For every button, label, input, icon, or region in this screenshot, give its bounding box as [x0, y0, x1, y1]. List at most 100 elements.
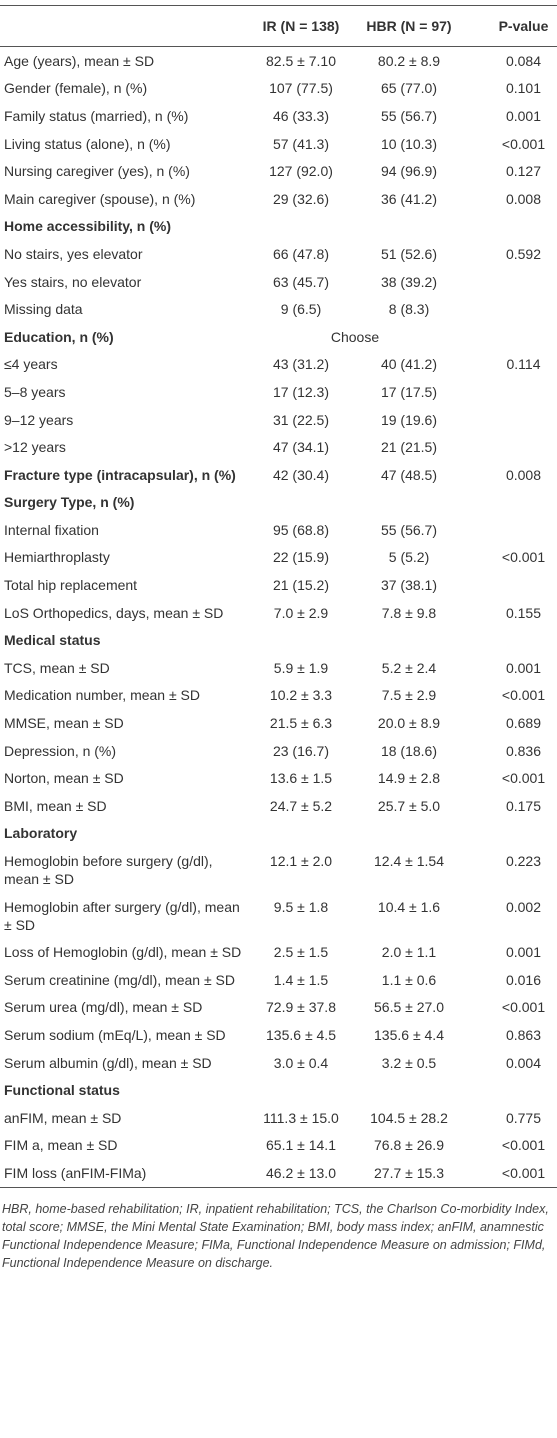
row-label: TCS, mean ± SD	[4, 659, 110, 676]
p-cell: <0.001	[501, 549, 546, 566]
hbr-cell: 40 (41.2)	[380, 356, 438, 373]
ir-cell: 2.5 ± 1.5	[273, 944, 329, 961]
row-label: No stairs, yes elevator	[4, 245, 143, 262]
ir-cell: 9 (6.5)	[280, 301, 322, 318]
row-label: ≤4 years	[4, 356, 58, 373]
section-row: Functional status	[0, 1076, 557, 1104]
ir-cell: 82.5 ± 7.10	[266, 52, 336, 69]
ir-cell: 66 (47.8)	[272, 245, 330, 262]
section-row: Laboratory	[0, 820, 557, 848]
hbr-cell: 51 (52.6)	[380, 245, 438, 262]
ir-cell: 21 (15.2)	[272, 577, 330, 594]
p-cell: 0.001	[505, 659, 542, 676]
header-cell: P-value	[462, 5, 557, 47]
p-cell: 0.101	[505, 80, 542, 97]
row-label: Nursing caregiver (yes), n (%)	[4, 163, 190, 180]
p-cell: 0.016	[505, 971, 542, 988]
ir-cell: 17 (12.3)	[272, 383, 330, 400]
ir-cell: 47 (34.1)	[272, 439, 330, 456]
row-label: Missing data	[4, 301, 83, 318]
row-label: FIM loss (anFIM-FIMa)	[4, 1164, 147, 1181]
p-cell: 0.002	[505, 898, 542, 915]
hbr-cell: 76.8 ± 26.9	[374, 1137, 444, 1154]
ir-cell: 12.1 ± 2.0	[269, 853, 333, 870]
row-label: Functional status	[4, 1082, 120, 1099]
header-row: IR (N = 138) HBR (N = 97) P-value	[0, 5, 557, 47]
data-row: Serum albumin (g/dl), mean ± SD 3.0 ± 0.4…	[0, 1049, 557, 1077]
row-label: Total hip replacement	[4, 577, 138, 594]
data-row: Yes stairs, no elevator 63 (45.7) 38 (39.2…	[0, 268, 557, 296]
hbr-cell: 27.7 ± 15.3	[374, 1164, 444, 1181]
data-row: LoS Orthopedics, days, mean ± SD 7.0 ± 2.…	[0, 599, 557, 627]
ir-cell: 42 (30.4)	[272, 466, 330, 483]
row-label: 5–8 years	[4, 383, 66, 400]
hbr-cell: 7.5 ± 2.9	[381, 687, 437, 704]
row-label: Hemoglobin before surgery (g/dl), mean ±…	[4, 853, 213, 888]
p-cell: 0.592	[505, 245, 542, 262]
hbr-cell: 25.7 ± 5.0	[377, 797, 441, 814]
hbr-cell: 94 (96.9)	[380, 163, 438, 180]
p-cell: 0.863	[505, 1026, 542, 1043]
row-label: Family status (married), n (%)	[4, 107, 189, 124]
ir-cell: 9.5 ± 1.8	[273, 898, 329, 915]
data-row: TCS, mean ± SD 5.9 ± 1.9 5.2 ± 2.4 0.001	[0, 654, 557, 682]
ir-cell: 65.1 ± 14.1	[266, 1137, 336, 1154]
data-row: 9–12 years 31 (22.5) 19 (19.6)	[0, 406, 557, 434]
data-row: BMI, mean ± SD 24.7 ± 5.2 25.7 ± 5.0 0.175	[0, 792, 557, 820]
row-label: Home accessibility, n (%)	[4, 218, 172, 235]
data-row: Medication number, mean ± SD 10.2 ± 3.3 7.…	[0, 682, 557, 710]
ir-cell: 23 (16.7)	[272, 742, 330, 759]
hbr-cell: 10.4 ± 1.6	[377, 898, 441, 915]
p-cell: 0.001	[505, 944, 542, 961]
data-row: MMSE, mean ± SD 21.5 ± 6.3 20.0 ± 8.9 0.689	[0, 709, 557, 737]
ir-cell: 127 (92.0)	[269, 163, 333, 180]
ir-cell: 57 (41.3)	[272, 135, 330, 152]
header-cell	[0, 5, 246, 47]
p-cell	[462, 489, 557, 517]
p-cell: 0.001	[505, 107, 542, 124]
data-row: Hemoglobin after surgery (g/dl), mean ± …	[0, 893, 557, 939]
header-cell: HBR (N = 97)	[354, 5, 462, 47]
section-row: Home accessibility, n (%)	[0, 213, 557, 241]
data-row: Norton, mean ± SD 13.6 ± 1.5 14.9 ± 2.8 <0.…	[0, 764, 557, 792]
data-row: Total hip replacement 21 (15.2) 37 (38.1)	[0, 571, 557, 599]
row-label: Yes stairs, no elevator	[4, 273, 142, 290]
p-cell	[462, 626, 557, 654]
data-row: Internal fixation 95 (68.8) 55 (56.7)	[0, 516, 557, 544]
ir-cell: 3.0 ± 0.4	[273, 1054, 329, 1071]
p-cell: 0.223	[505, 853, 542, 870]
ir-cell	[246, 489, 354, 517]
hbr-cell: 5.2 ± 2.4	[381, 659, 437, 676]
p-cell	[462, 378, 557, 406]
hbr-cell: 56.5 ± 27.0	[374, 999, 444, 1016]
data-row: No stairs, yes elevator 66 (47.8) 51 (52.6…	[0, 240, 557, 268]
row-label: FIM a, mean ± SD	[4, 1137, 118, 1154]
ir-cell: 107 (77.5)	[269, 80, 333, 97]
p-cell: 0.084	[505, 52, 542, 69]
row-label: LoS Orthopedics, days, mean ± SD	[4, 604, 224, 621]
hbr-cell: 20.0 ± 8.9	[377, 715, 441, 732]
hbr-cell	[354, 213, 462, 241]
ir-cell: 95 (68.8)	[272, 521, 330, 538]
p-cell: 0.008	[505, 466, 542, 483]
row-label: Loss of Hemoglobin (g/dl), mean ± SD	[4, 944, 242, 961]
row-label: Medical status	[4, 632, 101, 649]
ir-cell: 10.2 ± 3.3	[269, 687, 333, 704]
hbr-cell: 80.2 ± 8.9	[377, 52, 441, 69]
row-label: Laboratory	[4, 825, 78, 842]
ir-cell: 29 (32.6)	[272, 190, 330, 207]
ir-cell: 43 (31.2)	[272, 356, 330, 373]
data-row: Living status (alone), n (%) 57 (41.3) 10 …	[0, 130, 557, 158]
hbr-cell: 47 (48.5)	[380, 466, 438, 483]
row-label: anFIM, mean ± SD	[4, 1109, 122, 1126]
ir-cell: 46 (33.3)	[272, 107, 330, 124]
row-label: Depression, n (%)	[4, 742, 117, 759]
hbr-cell: 7.8 ± 9.8	[381, 604, 437, 621]
hbr-cell	[354, 1076, 462, 1104]
p-cell: 0.127	[505, 163, 542, 180]
p-cell: 0.689	[505, 715, 542, 732]
data-row: Main caregiver (spouse), n (%) 29 (32.6) 3…	[0, 185, 557, 213]
p-cell: 0.008	[505, 190, 542, 207]
row-label: Hemoglobin after surgery (g/dl), mean ± …	[4, 898, 240, 933]
hbr-cell: 21 (21.5)	[380, 439, 438, 456]
